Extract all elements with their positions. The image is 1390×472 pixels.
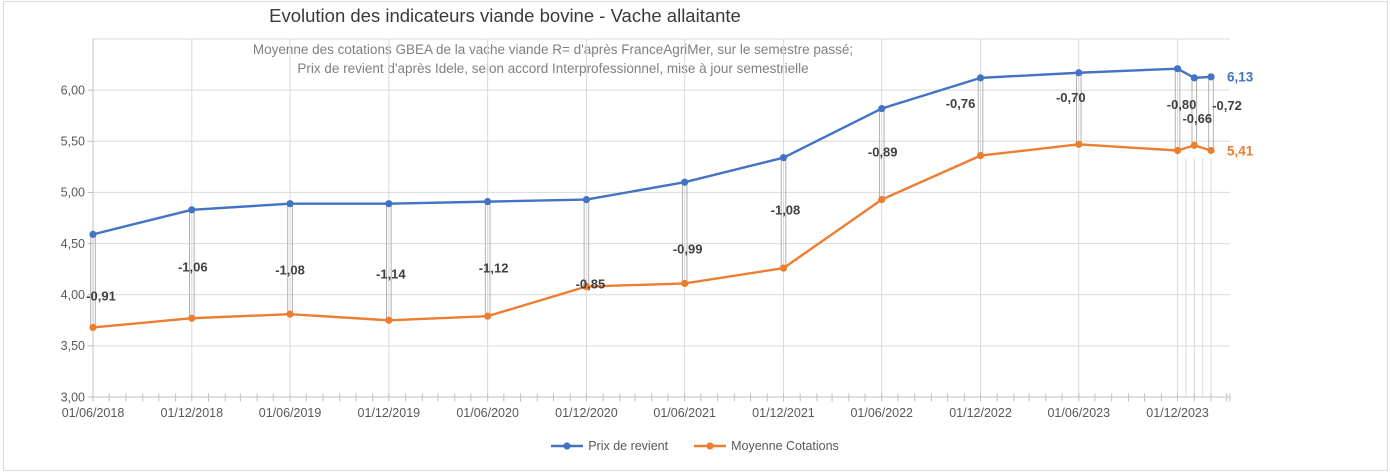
point-marker-prix-de-revient — [1207, 73, 1215, 81]
series-end-label: 5,41 — [1227, 143, 1254, 158]
x-axis-label: 01/12/2022 — [949, 406, 1012, 420]
legend-label: Moyenne Cotations — [731, 439, 839, 453]
chart-subtitle-line1: Moyenne des cotations GBEA de la vache v… — [252, 42, 854, 57]
x-axis-label: 01/12/2023 — [1146, 406, 1209, 420]
x-axis-label: 01/06/2021 — [653, 406, 716, 420]
point-marker-prix-de-revient — [188, 206, 196, 214]
x-axis-label: 01/06/2018 — [62, 406, 125, 420]
point-marker-prix-de-revient — [385, 200, 393, 208]
gap-label: -1,06 — [178, 260, 208, 275]
gap-label: -0,91 — [86, 288, 116, 303]
x-axis-label: 01/06/2022 — [850, 406, 913, 420]
chart-subtitle-line2: Prix de revient d'après Idele, selon acc… — [297, 61, 809, 76]
x-axis-label: 01/06/2023 — [1047, 406, 1110, 420]
legend: Prix de revient Moyenne Cotations — [0, 436, 1390, 456]
point-marker-prix-de-revient — [1173, 65, 1182, 73]
point-marker-moyenne-cotations — [1075, 140, 1083, 148]
point-marker-prix-de-revient — [878, 104, 886, 113]
y-axis-label: 3,00 — [61, 390, 85, 404]
point-marker-moyenne-cotations — [681, 279, 689, 288]
x-axis-label: 01/12/2018 — [161, 406, 224, 420]
series-line-prix-de-revient — [91, 67, 1213, 236]
x-axis-label: 01/12/2019 — [358, 406, 421, 420]
legend-item-prix-de-revient: Prix de revient — [551, 439, 668, 453]
gap-label: -1,08 — [275, 262, 305, 277]
legend-label: Prix de revient — [588, 439, 669, 453]
y-axis-label: 4,00 — [61, 288, 85, 302]
gap-label: -0,76 — [946, 96, 976, 111]
point-marker-prix-de-revient — [286, 200, 294, 208]
gap-label: -1,12 — [479, 260, 509, 275]
legend-item-moyenne-cotations: Moyenne Cotations — [694, 439, 839, 453]
point-marker-moyenne-cotations — [1173, 146, 1182, 155]
chart-subtitle: Moyenne des cotations GBEA de la vache v… — [0, 40, 1106, 78]
series-line-moyenne-cotations — [91, 143, 1213, 329]
point-marker-moyenne-cotations — [582, 282, 591, 291]
point-marker-prix-de-revient — [1190, 74, 1198, 82]
gap-label: -0,89 — [868, 145, 898, 160]
legend-marker-icon — [694, 442, 727, 450]
gap-label: -0,80 — [1167, 97, 1197, 112]
chart-title: Evolution des indicateurs viande bovine … — [269, 5, 741, 26]
point-marker-prix-de-revient — [681, 178, 689, 186]
point-marker-moyenne-cotations — [976, 152, 985, 160]
point-marker-moyenne-cotations — [188, 314, 196, 322]
y-axis-label: 5,50 — [61, 135, 85, 149]
point-marker-moyenne-cotations — [1190, 141, 1198, 149]
point-marker-moyenne-cotations — [1207, 146, 1215, 155]
legend-marker-icon — [551, 442, 584, 450]
gap-label: -0,85 — [576, 277, 606, 292]
gap-label: -0,72 — [1212, 98, 1242, 113]
point-marker-prix-de-revient — [976, 74, 985, 82]
point-marker-prix-de-revient — [484, 198, 492, 206]
point-marker-prix-de-revient — [779, 154, 788, 162]
gap-label: -1,08 — [771, 202, 801, 217]
point-marker-moyenne-cotations — [286, 310, 294, 318]
x-axis-label: 01/12/2021 — [752, 406, 815, 420]
point-marker-moyenne-cotations — [779, 264, 788, 272]
point-marker-moyenne-cotations — [484, 312, 492, 320]
gap-label: -0,70 — [1056, 90, 1086, 105]
series-end-label: 6,13 — [1227, 70, 1254, 85]
x-axis-label: 01/12/2020 — [555, 406, 618, 420]
y-axis-label: 3,50 — [61, 339, 85, 353]
gap-label: -0,99 — [673, 241, 703, 256]
point-marker-moyenne-cotations — [878, 195, 886, 204]
gap-label: -1,14 — [376, 266, 406, 281]
x-axis-label: 01/06/2019 — [259, 406, 322, 420]
point-marker-prix-de-revient — [1075, 69, 1083, 77]
point-marker-moyenne-cotations — [89, 323, 97, 332]
y-axis-label: 4,50 — [61, 237, 85, 251]
x-axis-label: 01/06/2020 — [456, 406, 519, 420]
y-axis-label: 5,00 — [61, 186, 85, 200]
point-marker-moyenne-cotations — [385, 316, 393, 324]
gap-label: -0,66 — [1182, 111, 1212, 126]
point-marker-prix-de-revient — [89, 230, 97, 238]
point-marker-prix-de-revient — [582, 195, 591, 204]
y-axis-label: 6,00 — [61, 83, 85, 97]
